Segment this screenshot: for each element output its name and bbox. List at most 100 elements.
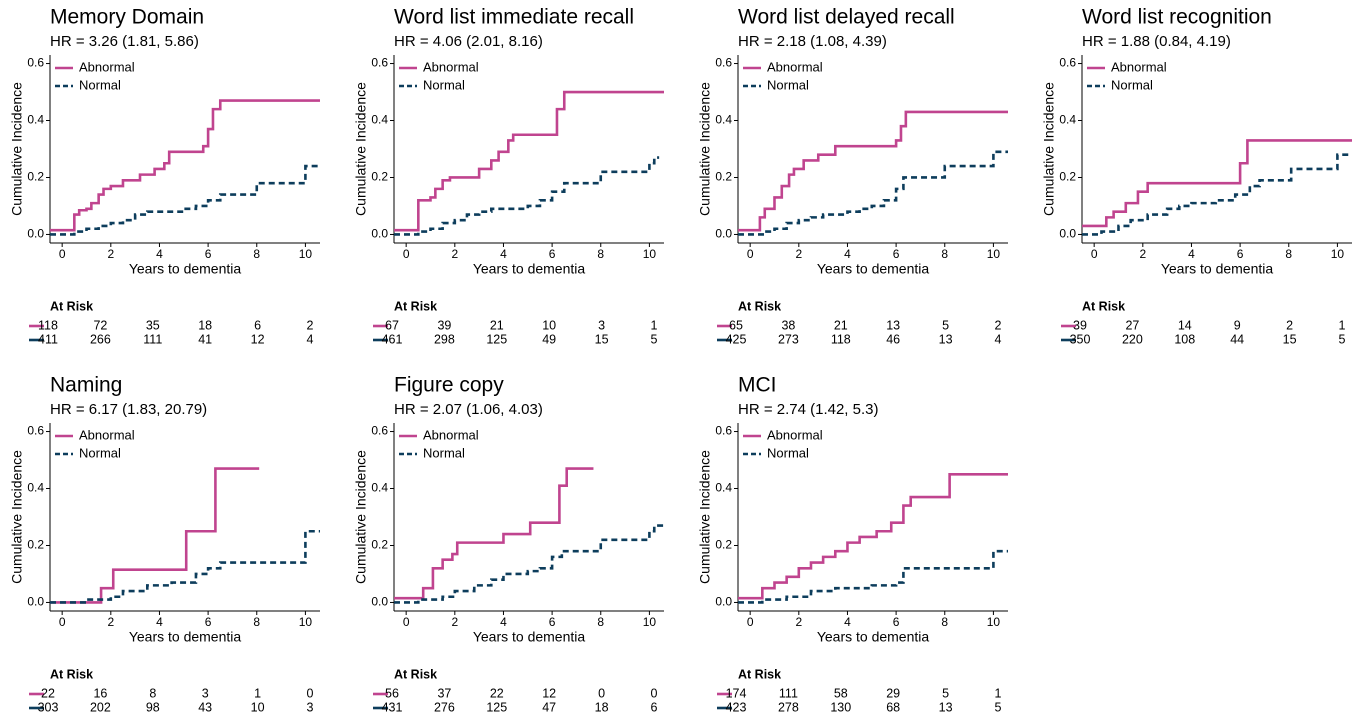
chart-subtitle: HR = 1.88 (0.84, 4.19) xyxy=(1082,33,1231,50)
y-axis-label: Cumulative Incidence xyxy=(353,82,369,216)
at-risk-count: 22 xyxy=(41,686,55,700)
at-risk-count: 431 xyxy=(382,700,403,714)
at-risk-count: 39 xyxy=(1073,318,1087,332)
y-tick-label: 0.2 xyxy=(371,538,388,552)
y-tick-label: 0.6 xyxy=(27,424,44,438)
x-tick-label: 2 xyxy=(451,247,458,261)
x-axis-label: Years to dementia xyxy=(1161,261,1274,277)
x-tick-label: 4 xyxy=(844,247,851,261)
y-tick-label: 0.0 xyxy=(715,595,732,609)
chart-subtitle: HR = 4.06 (2.01, 8.16) xyxy=(394,33,543,50)
km-curve xyxy=(394,524,664,604)
x-tick-label: 0 xyxy=(1091,247,1098,261)
at-risk-count: 3 xyxy=(202,686,209,700)
at-risk-count: 9 xyxy=(1234,318,1241,332)
x-axis-label: Years to dementia xyxy=(817,629,930,645)
at-risk-title: At Risk xyxy=(394,299,437,313)
at-risk-count: 29 xyxy=(886,686,900,700)
x-tick-label: 6 xyxy=(893,615,900,629)
legend-label: Abnormal xyxy=(1111,59,1167,74)
legend-label: Normal xyxy=(767,77,809,92)
at-risk-count: 47 xyxy=(542,700,556,714)
at-risk-count: 3 xyxy=(598,318,605,332)
x-axis-label: Years to dementia xyxy=(817,261,930,277)
km-curve xyxy=(50,99,320,232)
y-tick-label: 0.4 xyxy=(27,481,44,495)
chart-subtitle: HR = 2.18 (1.08, 4.39) xyxy=(738,33,887,50)
x-tick-label: 4 xyxy=(844,615,851,629)
at-risk-count: 111 xyxy=(779,686,798,700)
at-risk-count: 350 xyxy=(1070,332,1091,346)
at-risk-title: At Risk xyxy=(50,299,93,313)
x-tick-label: 8 xyxy=(597,247,604,261)
at-risk-count: 202 xyxy=(90,700,111,714)
y-tick-label: 0.6 xyxy=(715,56,732,70)
at-risk-count: 2 xyxy=(995,318,1002,332)
chart-subtitle: HR = 3.26 (1.81, 5.86) xyxy=(50,33,199,50)
x-tick-label: 6 xyxy=(549,247,556,261)
x-tick-label: 8 xyxy=(253,615,260,629)
at-risk-count: 0 xyxy=(598,686,605,700)
x-tick-label: 0 xyxy=(403,247,410,261)
at-risk-count: 15 xyxy=(1283,332,1297,346)
at-risk-count: 273 xyxy=(778,332,799,346)
x-tick-label: 4 xyxy=(500,615,507,629)
at-risk-count: 5 xyxy=(1339,332,1346,346)
chart-title: Memory Domain xyxy=(50,6,204,29)
at-risk-count: 49 xyxy=(542,332,556,346)
at-risk-count: 6 xyxy=(254,318,261,332)
chart-title: Naming xyxy=(50,374,122,397)
x-tick-label: 6 xyxy=(205,615,212,629)
at-risk-count: 6 xyxy=(651,700,658,714)
at-risk-count: 13 xyxy=(939,332,953,346)
at-risk-count: 1 xyxy=(1339,318,1346,332)
at-risk-count: 68 xyxy=(886,700,900,714)
x-tick-label: 2 xyxy=(795,615,802,629)
at-risk-count: 41 xyxy=(198,332,212,346)
at-risk-count: 8 xyxy=(149,686,156,700)
y-tick-label: 0.2 xyxy=(27,170,44,184)
at-risk-count: 98 xyxy=(146,700,160,714)
at-risk-count: 108 xyxy=(1174,332,1195,346)
y-tick-label: 0.6 xyxy=(371,424,388,438)
legend-label: Abnormal xyxy=(79,59,135,74)
x-tick-label: 6 xyxy=(549,615,556,629)
at-risk-count: 13 xyxy=(939,700,953,714)
chart-subtitle: HR = 2.74 (1.42, 5.3) xyxy=(738,401,879,418)
at-risk-count: 46 xyxy=(886,332,900,346)
y-axis-label: Cumulative Incidence xyxy=(9,450,25,584)
y-axis-label: Cumulative Incidence xyxy=(697,82,713,216)
km-curve xyxy=(738,549,1008,604)
at-risk-count: 43 xyxy=(198,700,212,714)
at-risk-count: 0 xyxy=(651,686,658,700)
x-axis-label: Years to dementia xyxy=(473,261,586,277)
x-tick-label: 8 xyxy=(941,615,948,629)
legend-label: Abnormal xyxy=(423,59,479,74)
x-tick-label: 0 xyxy=(59,247,66,261)
at-risk-count: 10 xyxy=(542,318,556,332)
at-risk-count: 14 xyxy=(1178,318,1192,332)
at-risk-count: 44 xyxy=(1230,332,1244,346)
km-curve xyxy=(738,110,1008,232)
legend-label: Abnormal xyxy=(767,427,823,442)
legend-label: Abnormal xyxy=(767,59,823,74)
y-tick-label: 0.6 xyxy=(27,56,44,70)
y-axis-label: Cumulative Incidence xyxy=(353,450,369,584)
at-risk-count: 276 xyxy=(434,700,455,714)
at-risk-count: 18 xyxy=(595,700,609,714)
at-risk-count: 12 xyxy=(251,332,265,346)
x-tick-label: 10 xyxy=(299,247,313,261)
km-curve xyxy=(738,472,1008,600)
x-tick-label: 2 xyxy=(451,615,458,629)
at-risk-count: 130 xyxy=(830,700,851,714)
at-risk-title: At Risk xyxy=(738,299,781,313)
x-tick-label: 0 xyxy=(747,615,754,629)
x-axis-label: Years to dementia xyxy=(129,629,242,645)
y-tick-label: 0.2 xyxy=(1059,170,1076,184)
y-axis-label: Cumulative Incidence xyxy=(697,450,713,584)
y-tick-label: 0.6 xyxy=(371,56,388,70)
at-risk-count: 118 xyxy=(38,318,58,332)
at-risk-count: 4 xyxy=(307,332,314,346)
at-risk-count: 461 xyxy=(382,332,403,346)
